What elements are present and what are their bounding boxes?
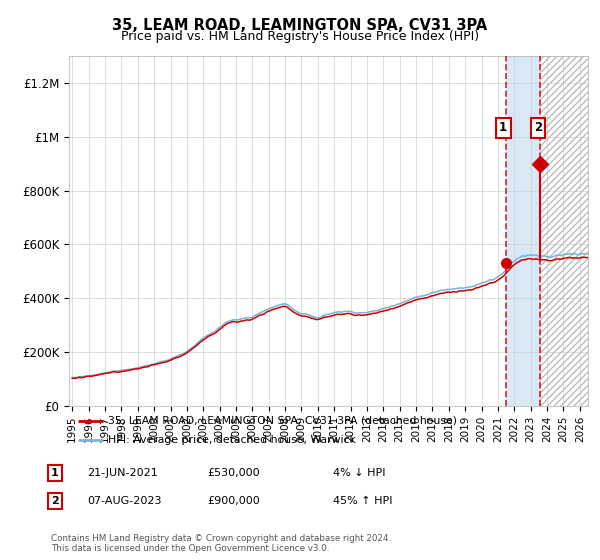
Text: 1: 1 [51, 468, 59, 478]
Text: 07-AUG-2023: 07-AUG-2023 [87, 496, 161, 506]
Text: Contains HM Land Registry data © Crown copyright and database right 2024.
This d: Contains HM Land Registry data © Crown c… [51, 534, 391, 553]
Text: 45% ↑ HPI: 45% ↑ HPI [333, 496, 392, 506]
Bar [541, 56, 593, 406]
Bar [506, 56, 541, 406]
Text: £530,000: £530,000 [207, 468, 260, 478]
Text: 1: 1 [499, 122, 507, 134]
Text: 35, LEAM ROAD, LEAMINGTON SPA, CV31 3PA (detached house): 35, LEAM ROAD, LEAMINGTON SPA, CV31 3PA … [108, 416, 457, 426]
Text: 35, LEAM ROAD, LEAMINGTON SPA, CV31 3PA: 35, LEAM ROAD, LEAMINGTON SPA, CV31 3PA [112, 18, 488, 34]
Text: Price paid vs. HM Land Registry's House Price Index (HPI): Price paid vs. HM Land Registry's House … [121, 30, 479, 43]
Bar [541, 56, 593, 406]
Text: HPI: Average price, detached house, Warwick: HPI: Average price, detached house, Warw… [108, 435, 356, 445]
Text: 2: 2 [51, 496, 59, 506]
Text: £900,000: £900,000 [207, 496, 260, 506]
Text: 21-JUN-2021: 21-JUN-2021 [87, 468, 158, 478]
Text: 2: 2 [534, 122, 542, 134]
Text: 4% ↓ HPI: 4% ↓ HPI [333, 468, 386, 478]
